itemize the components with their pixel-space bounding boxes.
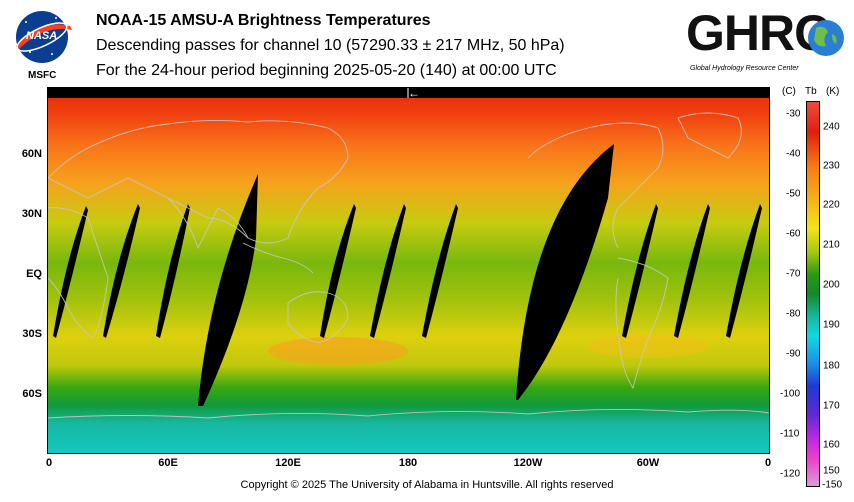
swath-gap [622, 204, 658, 338]
celsius-tick-label: -100 [780, 388, 801, 400]
kelvin-tick-label: 150 [823, 465, 840, 477]
swath-gap [516, 144, 614, 400]
period-subtitle: For the 24-hour period beginning 2025-05… [96, 62, 557, 79]
ghrc-subtitle: Global Hydrology Resource Center [690, 65, 799, 72]
swath-gap [103, 204, 140, 338]
coastline-australia [287, 291, 349, 344]
nasa-meatball-icon [16, 11, 72, 63]
celsius-tick-label: -30 [786, 108, 801, 120]
coastline-maritime-se-asia [242, 242, 314, 274]
kelvin-tick-label: 200 [823, 279, 840, 291]
coastlines [48, 112, 769, 419]
colorbar-kelvin-header: (K) [826, 86, 840, 97]
coastline-south-america [615, 257, 669, 390]
swath-gap [53, 206, 88, 338]
lon-tick-label: 60E [158, 457, 178, 469]
kelvin-tick-label: 230 [823, 160, 840, 172]
coastline-europe-asia [48, 119, 349, 244]
brightness-temperature-map: ← [48, 88, 769, 453]
warm-patch [268, 337, 408, 365]
coastline-africa [48, 207, 109, 339]
lat-tick-label: 60N [21, 148, 42, 160]
ghrc-logo: GHRC Global Hydrology Resource Center [686, 5, 850, 78]
lat-tick-label: EQ [26, 268, 42, 280]
kelvin-tick-label: 190 [823, 319, 840, 331]
celsius-tick-label: -70 [786, 268, 801, 280]
copyright-notice: Copyright © 2025 The University of Alaba… [240, 479, 614, 491]
globe-icon [808, 20, 844, 56]
swath-gap [370, 204, 406, 338]
lon-tick-label: 60W [636, 457, 660, 469]
lon-tick-label: 120W [513, 457, 543, 469]
page-title: NOAA-15 AMSU-A Brightness Temperatures [96, 12, 431, 29]
celsius-tick-label: -50 [786, 188, 801, 200]
warm-patch [588, 334, 708, 358]
colorbar-tb-header: Tb [805, 86, 817, 97]
lon-tick-label: 120E [275, 457, 301, 469]
nasa-wordmark: NASA [26, 30, 58, 42]
kelvin-tick-label: 220 [823, 199, 840, 211]
direction-arrow-icon: ← [408, 88, 420, 100]
celsius-tick-label: -110 [780, 428, 800, 440]
lat-tick-label: 60S [22, 388, 42, 400]
swath-gaps [53, 144, 762, 406]
msfc-label: MSFC [28, 70, 57, 81]
colorbar-celsius-header: (C) [782, 86, 796, 97]
map-background [48, 88, 769, 453]
lon-tick-label: 0 [45, 457, 53, 469]
celsius-tick-label: -80 [786, 308, 801, 320]
coastline-south-asia [167, 197, 249, 250]
lon-tick-label: 0 [764, 457, 772, 469]
swath-gap [156, 204, 190, 338]
celsius-tick-label: -40 [786, 148, 801, 160]
kelvin-tick-label: 170 [823, 400, 840, 412]
lon-tick-label: 180 [398, 457, 418, 469]
swath-gap [674, 204, 710, 338]
celsius-tick-label: -150 [822, 479, 843, 491]
swath-gap [198, 174, 258, 406]
celsius-tick-label: -90 [786, 348, 801, 360]
kelvin-tick-label: 210 [823, 239, 840, 251]
lat-tick-label: 30N [21, 208, 42, 220]
swath-gap [320, 204, 356, 338]
celsius-tick-label: -60 [786, 228, 801, 240]
kelvin-tick-label: 180 [823, 360, 840, 372]
temperature-colorbar [806, 101, 820, 487]
kelvin-tick-label: 240 [823, 121, 840, 133]
ghrc-wordmark: GHRC [686, 5, 830, 61]
swath-gap [422, 204, 458, 338]
coastline-antarctica [48, 408, 769, 419]
kelvin-tick-label: 160 [823, 439, 840, 451]
swath-gap [726, 204, 762, 338]
celsius-tick-label: -120 [780, 468, 801, 480]
channel-subtitle: Descending passes for channel 10 (57290.… [96, 37, 565, 54]
nasa-logo: NASA MSFC [12, 8, 76, 84]
lat-tick-label: 30S [22, 328, 42, 340]
coastline-greenland [677, 112, 742, 159]
coastline-north-america [527, 122, 664, 249]
